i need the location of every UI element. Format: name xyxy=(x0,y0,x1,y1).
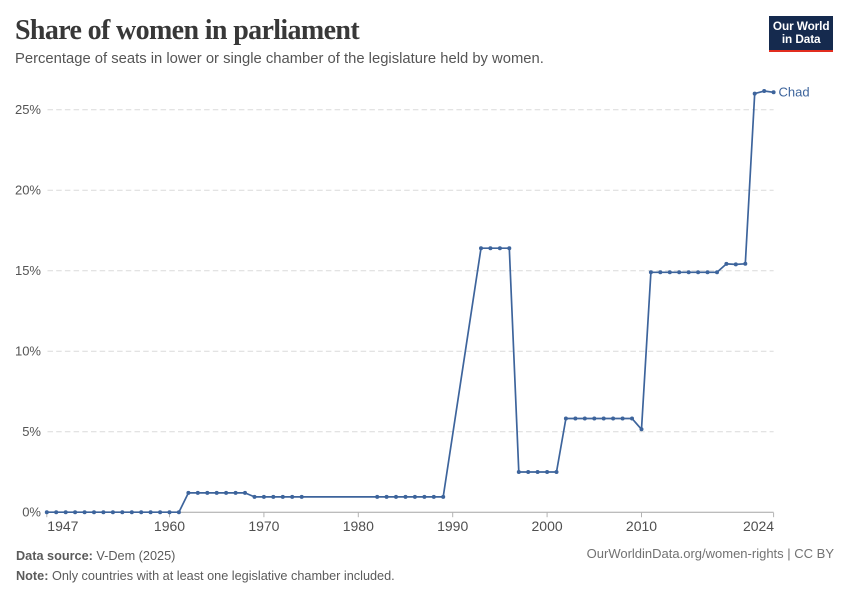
svg-text:25%: 25% xyxy=(15,102,41,117)
svg-text:Chad: Chad xyxy=(779,85,810,100)
svg-text:5%: 5% xyxy=(22,424,41,439)
svg-text:1960: 1960 xyxy=(154,518,185,534)
svg-text:2010: 2010 xyxy=(626,518,657,534)
svg-text:1970: 1970 xyxy=(248,518,279,534)
svg-text:1980: 1980 xyxy=(343,518,374,534)
svg-text:1947: 1947 xyxy=(47,518,78,534)
svg-text:20%: 20% xyxy=(15,182,41,197)
svg-text:10%: 10% xyxy=(15,343,41,358)
svg-text:2024: 2024 xyxy=(743,518,774,534)
svg-text:0%: 0% xyxy=(22,504,41,519)
svg-text:2000: 2000 xyxy=(532,518,563,534)
svg-text:15%: 15% xyxy=(15,263,41,278)
svg-text:1990: 1990 xyxy=(437,518,468,534)
